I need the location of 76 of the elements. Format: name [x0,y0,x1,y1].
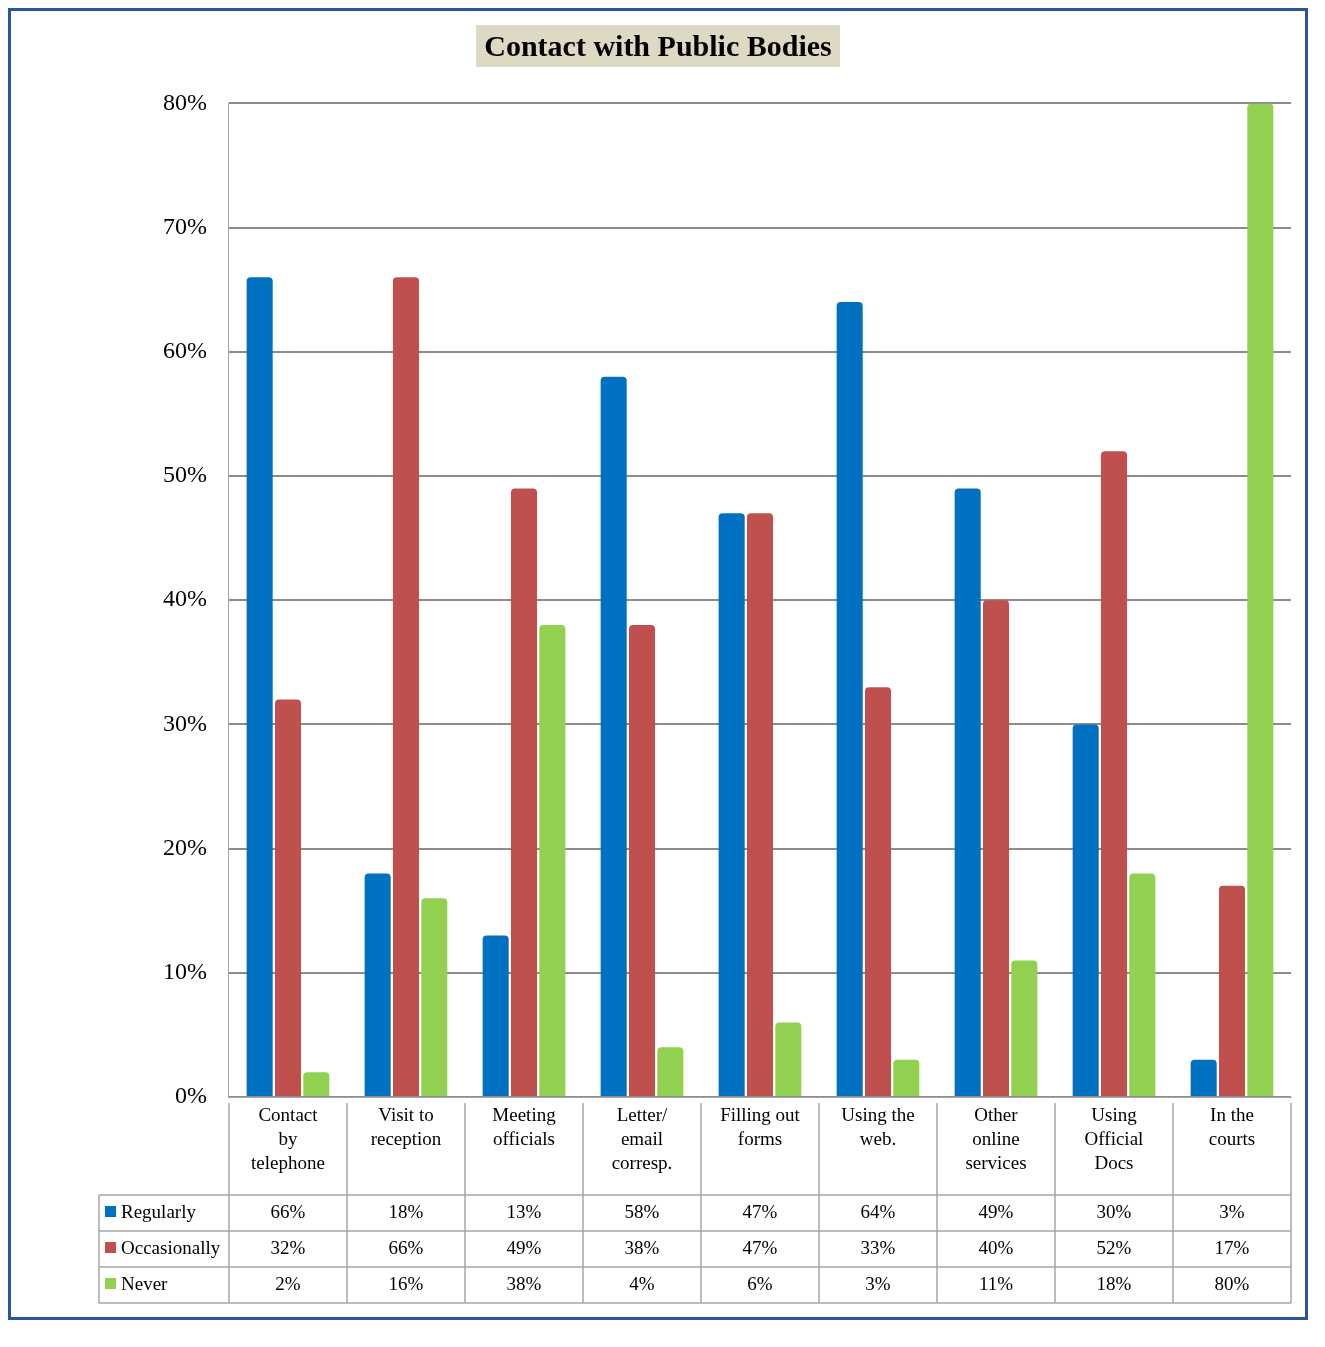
bar [628,625,656,1096]
data-label: 18% [1096,1272,1132,1294]
data-label: 64% [860,1200,896,1222]
data-label: 30% [1096,1200,1132,1222]
data-label: 80% [1214,1272,1250,1294]
x-tick-label: Contact by telephone [251,1104,325,1174]
y-tick-label: 60% [162,337,207,364]
data-label: 38% [624,1236,660,1258]
data-label: 4% [629,1272,655,1294]
x-tick-label: In the courts [1208,1104,1256,1150]
x-tick-label: Visit to reception [370,1104,442,1150]
bar [982,600,1010,1096]
data-label: 2% [275,1272,301,1294]
x-tick-label: Using Official Docs [1084,1104,1144,1174]
data-label: 11% [978,1272,1014,1294]
data-label: 38% [506,1272,542,1294]
legend-label: Never [121,1272,169,1294]
bar [1218,885,1246,1096]
data-label: 47% [742,1200,778,1222]
bar [1129,873,1156,1096]
x-tick-label: Letter/ email corresp. [611,1104,673,1174]
bar [893,1059,920,1096]
bar [954,488,981,1096]
bar [421,898,448,1096]
y-tick-label: 40% [162,585,207,612]
chart-title: Contact with Public Bodies [476,25,840,67]
y-tick-label: 30% [162,709,207,736]
x-tick-label: Other online services [965,1104,1027,1174]
data-label: 3% [1219,1200,1245,1222]
data-label: 66% [270,1200,306,1222]
y-tick-label: 0% [174,1082,207,1109]
bar [392,277,420,1096]
data-label: 18% [388,1200,424,1222]
bar [1100,451,1128,1096]
bar [364,873,391,1096]
bar [746,513,774,1096]
bar [482,935,509,1096]
x-tick-label: Filling out forms [720,1104,801,1150]
bar [1247,103,1274,1096]
bar [775,1022,802,1096]
bar [600,376,627,1096]
y-tick-label: 80% [162,88,207,115]
bar [1011,960,1038,1096]
x-tick-label: Meeting officials [492,1104,557,1150]
data-label: 17% [1214,1236,1250,1258]
y-tick-label: 20% [162,833,207,860]
bar [1190,1059,1217,1096]
legend-label: Regularly [121,1200,197,1222]
data-label: 49% [506,1236,542,1258]
bar [246,277,273,1096]
data-label: 6% [747,1272,773,1294]
bar [1072,724,1099,1096]
y-tick-label: 10% [162,958,207,985]
bar [274,699,302,1096]
data-label: 66% [388,1236,424,1258]
bar [539,625,566,1096]
bar [510,488,538,1096]
data-label: 47% [742,1236,778,1258]
data-label: 13% [506,1200,542,1222]
bar [864,687,892,1096]
data-label: 33% [860,1236,896,1258]
y-tick-label: 70% [162,212,207,239]
data-label: 40% [978,1236,1014,1258]
data-label: 16% [388,1272,424,1294]
bar [303,1072,330,1096]
y-tick-label: 50% [162,461,207,488]
data-label: 32% [270,1236,306,1258]
data-label: 58% [624,1200,660,1222]
bar [718,513,745,1096]
x-tick-label: Using the web. [841,1104,915,1150]
data-label: 3% [865,1272,891,1294]
bar [657,1047,684,1096]
data-label: 49% [978,1200,1014,1222]
bar [836,302,863,1096]
data-label: 52% [1096,1236,1132,1258]
legend-label: Occasionally [121,1236,221,1258]
